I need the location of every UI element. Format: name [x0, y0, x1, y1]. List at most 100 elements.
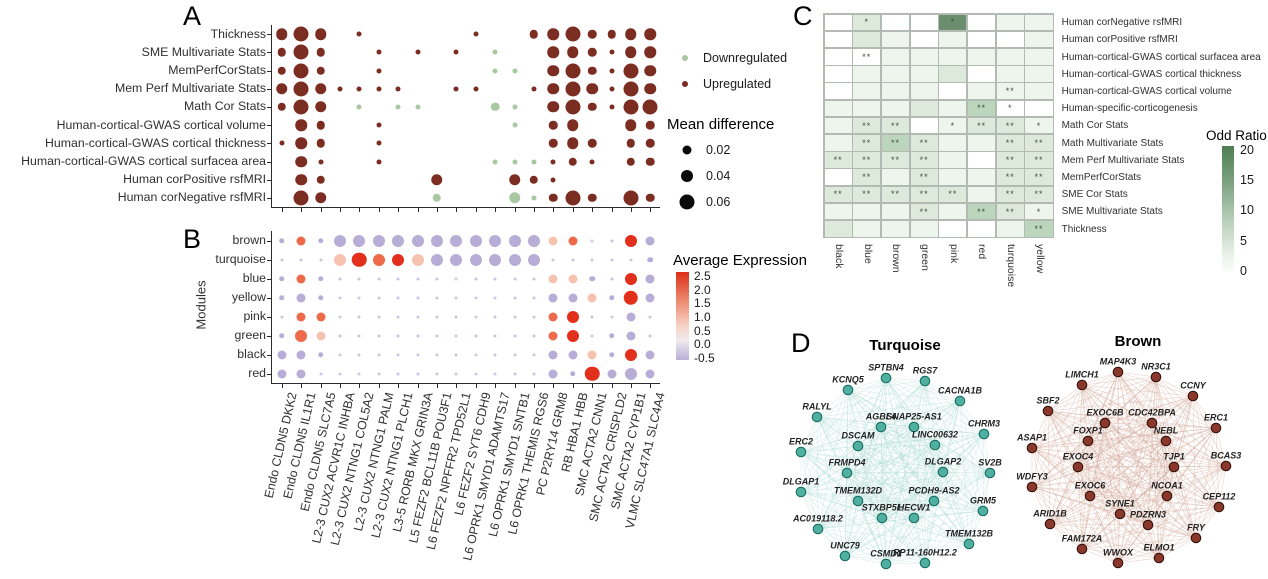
heatmap-cell [910, 48, 938, 65]
panel-a-dot [547, 28, 560, 40]
panel-b-dot [513, 277, 516, 280]
heatmap-cell: ** [1025, 220, 1053, 237]
heatmap-cell [968, 169, 996, 185]
panel-a-dot [508, 173, 521, 186]
panel-a-dot [587, 193, 597, 203]
panel-a-dot [293, 190, 309, 206]
heatmap-cell [824, 117, 852, 134]
panel-b-dot [416, 353, 419, 356]
panel-a-dot [609, 86, 614, 92]
panel-b-dot [316, 312, 325, 321]
gene-label: STXBP5L [862, 503, 903, 513]
heatmap-cell [824, 14, 852, 31]
heatmap-cell: ** [996, 117, 1024, 134]
y-axis-tick [266, 297, 271, 299]
panel-a-dot [295, 137, 307, 150]
panel-a-row-label: Human corPositive rsfMRI [123, 172, 266, 187]
average-expression-title: Average Expression [673, 252, 807, 269]
size-dot-small-icon [682, 145, 692, 155]
heatmap-row-label: Human corPositive rsfMRI [1061, 34, 1178, 46]
panel-b-dot [610, 277, 613, 280]
panel-b-dot [608, 294, 615, 301]
panel-a-dot [625, 28, 637, 40]
heatmap-cell [881, 31, 910, 48]
heatmap-row-label: Human-specific-corticogenesis [1061, 103, 1198, 115]
gene-node [841, 467, 853, 479]
panel-b-dot [645, 236, 655, 245]
heatmap-cell: ** [881, 117, 910, 134]
panel-b-dot [396, 353, 400, 356]
gene-node [1082, 435, 1094, 447]
x-axis-tick [514, 208, 516, 212]
panel-b-dot [569, 370, 576, 377]
heatmap-row-label: Human-cortical-GWAS cortical surfacea ar… [1061, 51, 1261, 63]
panel-a-dot [549, 120, 558, 130]
heatmap-cell [824, 48, 852, 65]
panel-b-dot [278, 275, 285, 282]
panel-d-label: D [791, 328, 811, 358]
gene-node [1044, 518, 1056, 530]
panel-b-dot [493, 315, 497, 318]
heatmap-cell [853, 203, 881, 220]
panel-a-row-label: Human corNegative rsfMRI [117, 190, 266, 205]
heatmap-cell: ** [968, 203, 996, 220]
panel-b-dot [474, 372, 478, 375]
heatmap-cell [824, 100, 852, 117]
panel-b-dot [551, 258, 555, 261]
gene-label: CSMD1 [870, 549, 902, 559]
panel-a-dot [623, 81, 639, 97]
panel-a-row-label: Mem Perf Multivariate Stats [114, 81, 266, 96]
panel-a-dot [293, 63, 309, 78]
network-edges [800, 377, 991, 565]
odd-ratio-tick-label: 10 [1240, 203, 1254, 218]
panel-a-dot [625, 46, 637, 59]
gene-node [839, 550, 851, 562]
panel-b-dot [645, 274, 655, 283]
x-axis-tick [553, 384, 555, 388]
odd-ratio-colorbar [1222, 146, 1234, 272]
panel-b-dot [396, 277, 400, 280]
gene-label: FRMPD4 [828, 458, 865, 468]
y-axis-tick [266, 179, 271, 181]
panel-b-dot [454, 277, 458, 280]
y-axis-tick [266, 88, 271, 90]
panel-a-row-label: Human-cortical-GWAS cortical volume [56, 117, 266, 132]
heatmap-cell: ** [853, 134, 881, 151]
gene-node [1161, 490, 1173, 502]
panel-a-dot [547, 64, 560, 77]
heatmap-cell [1025, 66, 1053, 82]
panel-b-dot [338, 296, 342, 299]
heatmap-row-label: MemPerfCorStats [1061, 171, 1142, 183]
x-axis-tick [650, 384, 652, 388]
panel-b-dot [527, 253, 540, 266]
panel-b-label: B [183, 224, 202, 254]
gene-node [852, 495, 864, 507]
heatmap-cell [939, 31, 967, 48]
heatmap-column-label: pink [947, 243, 960, 263]
heatmap-cell: ** [910, 169, 938, 185]
heatmap-column-label: green [918, 243, 931, 271]
heatmap-column-label: turquoise [1005, 243, 1018, 287]
gene-node [795, 446, 807, 458]
heatmap-cell: ** [996, 134, 1024, 151]
gene-label: FAM172A [1062, 534, 1103, 544]
panel-b-dot [513, 372, 516, 375]
x-axis-tick [475, 384, 477, 388]
gene-label: LINC00632 [912, 430, 958, 440]
heatmap-cell: ** [853, 169, 881, 185]
panel-a-dot [314, 192, 327, 204]
panel-a-dot [492, 49, 498, 55]
panel-a-dot [644, 46, 657, 59]
heatmap-cell [853, 31, 881, 48]
heatmap-cell [1025, 48, 1053, 65]
odd-ratio-tick-label: 5 [1240, 233, 1247, 248]
gene-label: CACNA1B [938, 386, 983, 396]
gene-node [880, 558, 892, 570]
panel-a-dot [293, 81, 309, 97]
panel-a-dot [623, 190, 639, 206]
heatmap-cell [910, 66, 938, 82]
panel-a-dot [432, 193, 442, 203]
panel-b-dot [396, 372, 400, 375]
panel-a-dot [644, 64, 657, 77]
panel-b-dot [626, 312, 636, 321]
